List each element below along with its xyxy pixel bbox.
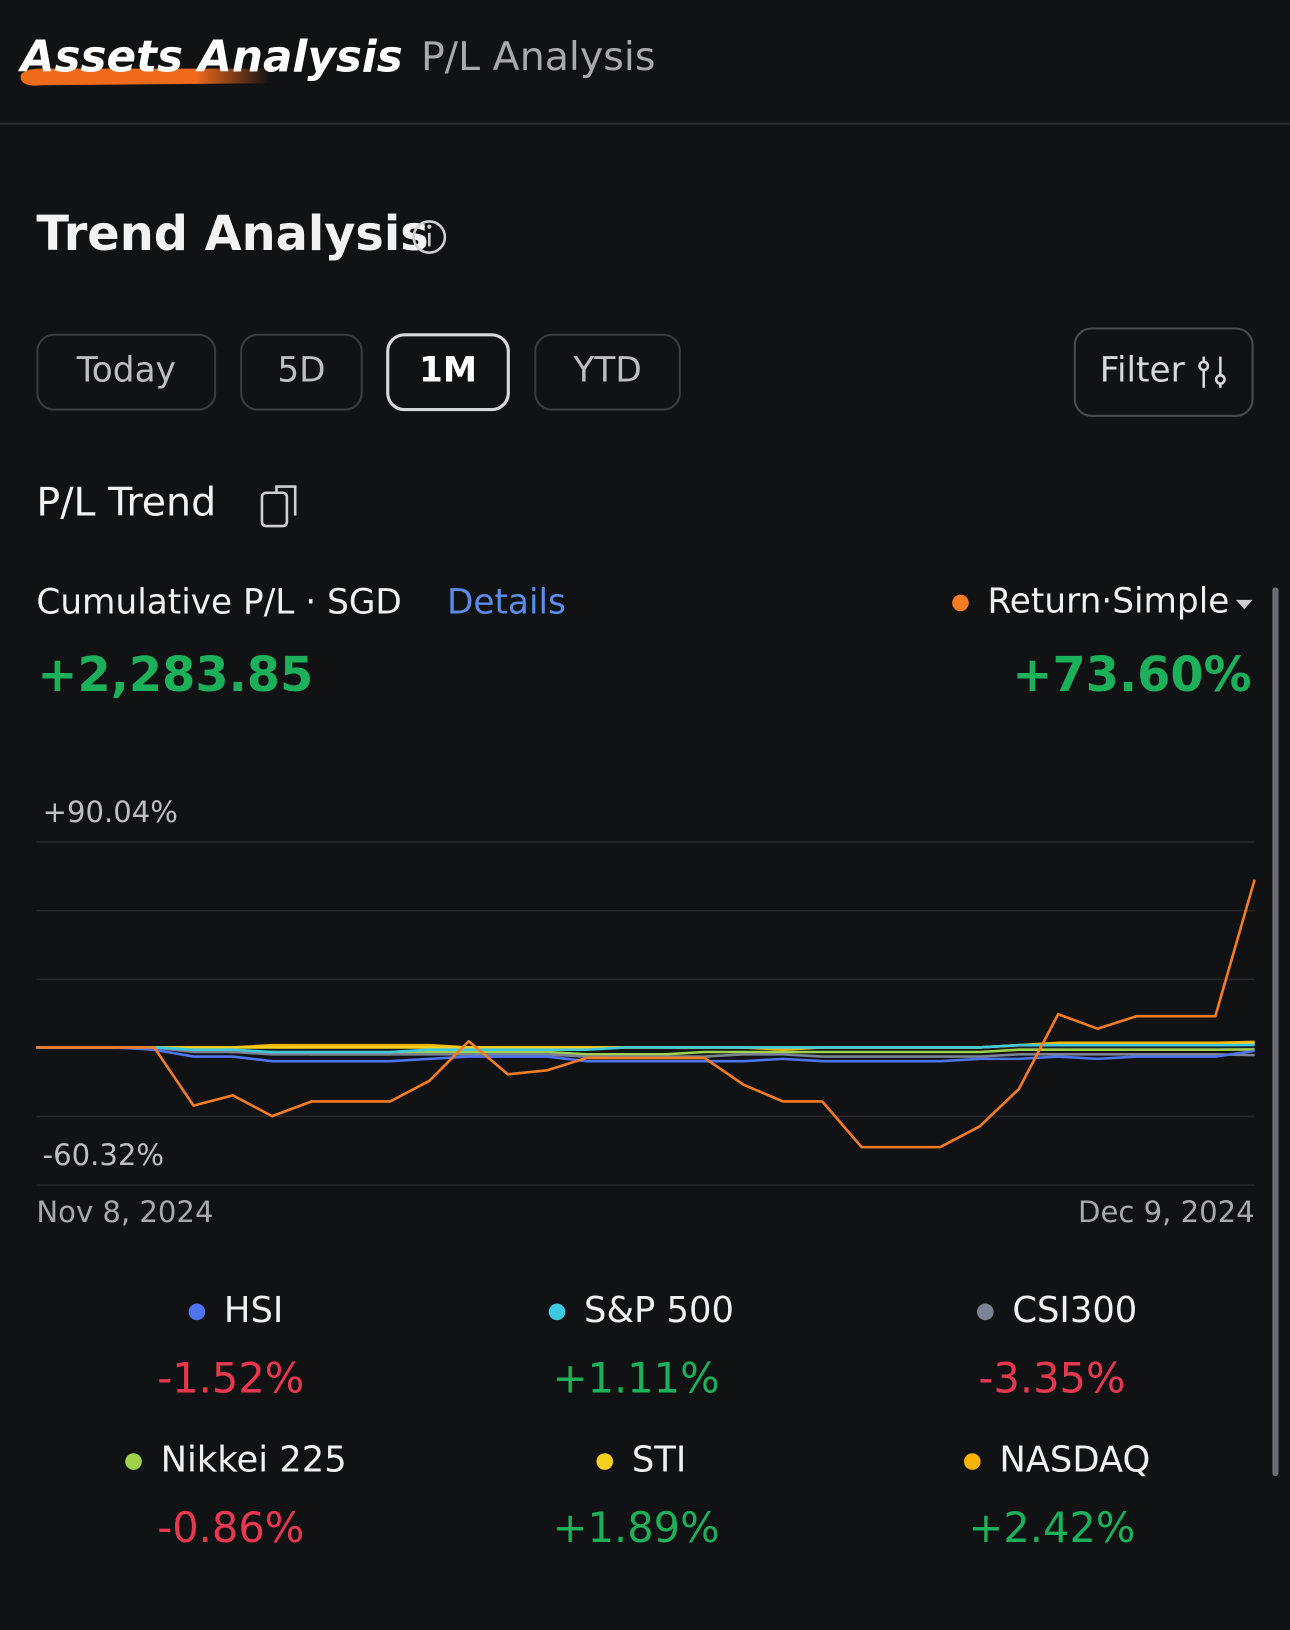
legend-dot [596, 1453, 614, 1470]
legend-name: S&P 500 [584, 1290, 734, 1331]
legend-name: Nikkei 225 [161, 1440, 347, 1481]
legend-item: S&P 500 +1.11% [548, 1290, 734, 1403]
x-tick-label: Dec 9, 2024 [1078, 1195, 1255, 1229]
series-line [36, 879, 1256, 1149]
legend-item: Nikkei 225 -0.86% [125, 1440, 347, 1552]
cumulative-label: Cumulative P/L · SGD [36, 582, 401, 622]
legend-change: +1.11% [553, 1354, 720, 1403]
period-button[interactable]: Today [36, 333, 217, 411]
period-label: YTD [572, 351, 641, 391]
info-icon[interactable] [412, 220, 447, 254]
legend-change: +1.89% [553, 1503, 720, 1552]
chart: +90.04% -60.32% Nov 8, 2024 Dec 9, 2024 HSI -… [36, 795, 1256, 1553]
tab-active[interactable]: Assets Analysis [18, 31, 403, 82]
x-tick-label: Nov 8, 2024 [36, 1195, 213, 1229]
period-label: 1M [419, 351, 477, 391]
legend-name: NASDAQ [999, 1440, 1150, 1481]
legend-change: -3.35% [978, 1354, 1125, 1403]
period-button-frame [240, 333, 363, 411]
legend-name: STI [632, 1440, 686, 1481]
subsection-title: P/L Trend [36, 480, 216, 526]
series-line [36, 1046, 1255, 1058]
legend-dot [963, 1453, 981, 1470]
period-button[interactable]: 1M [386, 333, 510, 412]
tab[interactable]: P/L Analysis [421, 34, 655, 80]
legend-change: -1.52% [157, 1354, 304, 1403]
scrollbar[interactable] [1272, 587, 1279, 1477]
period-button-frame [534, 333, 681, 411]
legend-change: +2.42% [969, 1503, 1136, 1552]
return-value: +73.60% [1012, 648, 1251, 703]
y-tick-label: -60.32% [43, 1138, 164, 1172]
period-button-frame [36, 333, 217, 411]
return-type[interactable]: Return·Simple [988, 581, 1230, 621]
legend-dot [977, 1303, 994, 1321]
details-link[interactable]: Details [447, 582, 566, 622]
period-button-frame [386, 333, 510, 412]
y-tick-label: +90.04% [43, 795, 178, 829]
legend-name: HSI [224, 1290, 283, 1331]
period-button[interactable]: YTD [534, 333, 681, 411]
period-label: 5D [277, 351, 325, 391]
legend-dot [125, 1453, 142, 1470]
legend-name: CSI300 [1012, 1290, 1137, 1331]
legend-item: STI +1.89% [553, 1440, 720, 1553]
legend-dot [548, 1303, 566, 1321]
period-button[interactable]: 5D [240, 333, 363, 411]
section-title: Trend Analysis [36, 207, 428, 262]
period-label: Today [76, 351, 176, 391]
series-line [36, 1043, 1255, 1054]
share-icon[interactable] [260, 485, 297, 528]
filter-label: Filter [1100, 351, 1186, 391]
tab-underline [20, 68, 271, 86]
filter-button[interactable]: Filter [1073, 327, 1254, 417]
legend-item: CSI300 -3.35% [977, 1290, 1137, 1403]
legend-item: NASDAQ +2.42% [963, 1440, 1150, 1552]
legend-item: HSI -1.52% [157, 1290, 304, 1403]
dropdown-caret[interactable] [1235, 599, 1253, 610]
legend-dot [952, 594, 969, 612]
cumulative-value: +2,283.85 [37, 648, 313, 703]
legend-change: -0.86% [157, 1503, 304, 1552]
series-line [36, 1046, 1255, 1063]
legend-dot [188, 1303, 206, 1321]
